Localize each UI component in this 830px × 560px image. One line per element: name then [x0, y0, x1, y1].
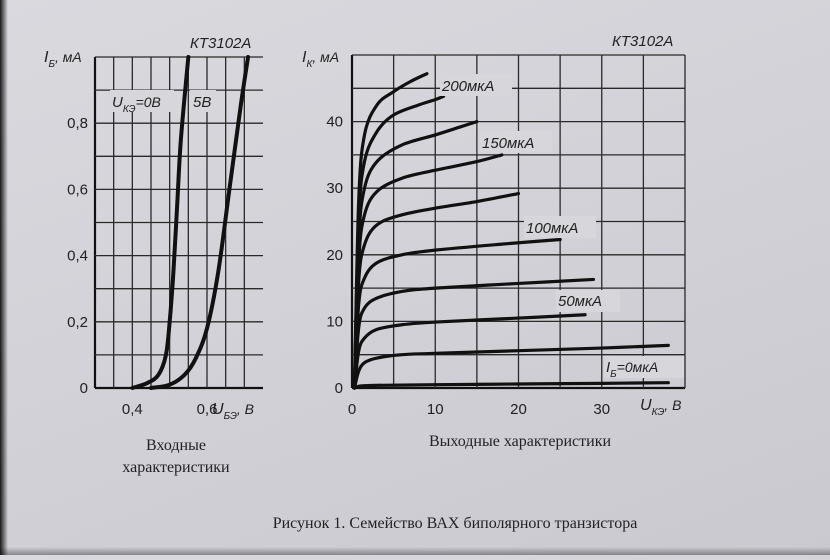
output-model-label: КТ3102А: [612, 33, 673, 50]
output-y-ticks: 0 10 20 30 40: [326, 114, 343, 397]
output-grid: [350, 54, 686, 390]
input-y-tick-label: 0,6: [67, 181, 88, 198]
output-label-bg-200: [440, 74, 512, 96]
output-curve-8: [352, 94, 446, 390]
input-caption-line1: Входные: [146, 437, 206, 454]
output-curve-label-150: 150мкА: [482, 135, 534, 152]
input-y-tick-label: 0,4: [67, 248, 88, 265]
output-x-tick-label: 0: [348, 401, 356, 418]
output-curve-label-200: 200мкА: [441, 78, 494, 95]
input-x-axis-label: UБЭ, В: [212, 401, 254, 422]
input-grid: [93, 56, 263, 390]
output-y-tick-label: 20: [326, 247, 343, 264]
input-x-tick-label: 0,6: [197, 401, 218, 418]
output-label-bg-150: [480, 131, 552, 153]
page-edge-shadow: [0, 0, 8, 555]
output-curves: [352, 72, 670, 390]
input-y-ticks: 0 0,2 0,4 0,6 0,8: [67, 115, 88, 397]
output-x-ticks: 0 10 20 30: [348, 401, 610, 418]
output-curve-label-50: 50мкА: [558, 293, 602, 310]
output-label-bg-100: [524, 216, 596, 238]
output-label-bg-0: [604, 356, 684, 378]
output-curve-label-100: 100мкА: [526, 220, 578, 237]
output-y-axis-label: IК, мА: [302, 49, 339, 70]
figure-caption: Рисунок 1. Семейство ВАХ биполярного тра…: [273, 515, 638, 532]
input-y-tick-label: 0,2: [67, 314, 88, 331]
output-y-tick-label: 40: [326, 114, 343, 131]
output-curve-label-0: IБ=0мкА: [606, 359, 658, 380]
output-curve-4: [352, 237, 562, 390]
input-y-tick-label: 0: [80, 380, 88, 397]
output-label-bg-50: [556, 290, 620, 312]
input-curve-label-0: UКЭ=0В: [112, 94, 161, 115]
output-curve-1: [352, 343, 670, 390]
input-x-tick-label: 0,4: [122, 401, 143, 418]
output-curve-0: [352, 381, 670, 390]
output-y-tick-label: 10: [326, 313, 343, 330]
output-y-tick-label: 30: [326, 180, 343, 197]
output-caption: Выходные характеристики: [429, 433, 612, 450]
output-x-tick-label: 30: [593, 401, 610, 418]
output-curve-3: [352, 277, 596, 390]
input-characteristics-chart: 0 0,2 0,4 0,6 0,8 0,4 0,6 КТ3102А IБ, мА UБЭ,…: [44, 35, 263, 476]
output-x-axis-label: UКЭ, В: [640, 397, 681, 418]
output-x-tick-label: 10: [427, 401, 444, 418]
input-curves: [130, 55, 251, 390]
input-label-bg-5: [190, 90, 216, 112]
output-y-tick-label: 0: [335, 380, 343, 397]
output-curve-2: [352, 313, 587, 390]
output-curve-9: [352, 72, 429, 390]
input-curve-1: [149, 55, 251, 390]
input-caption-line2: характеристики: [122, 459, 230, 476]
input-curve-0: [130, 55, 191, 390]
input-y-axis-label: IБ, мА: [44, 49, 82, 70]
input-x-ticks: 0,4 0,6: [122, 401, 218, 418]
output-x-tick-label: 20: [510, 401, 527, 418]
input-y-tick-label: 0,8: [67, 115, 88, 132]
page-bottom-shadow: [0, 547, 830, 555]
input-curve-label-5: 5В: [193, 94, 211, 111]
input-label-bg-0: [110, 90, 174, 112]
input-model-label: КТ3102А: [190, 35, 251, 52]
